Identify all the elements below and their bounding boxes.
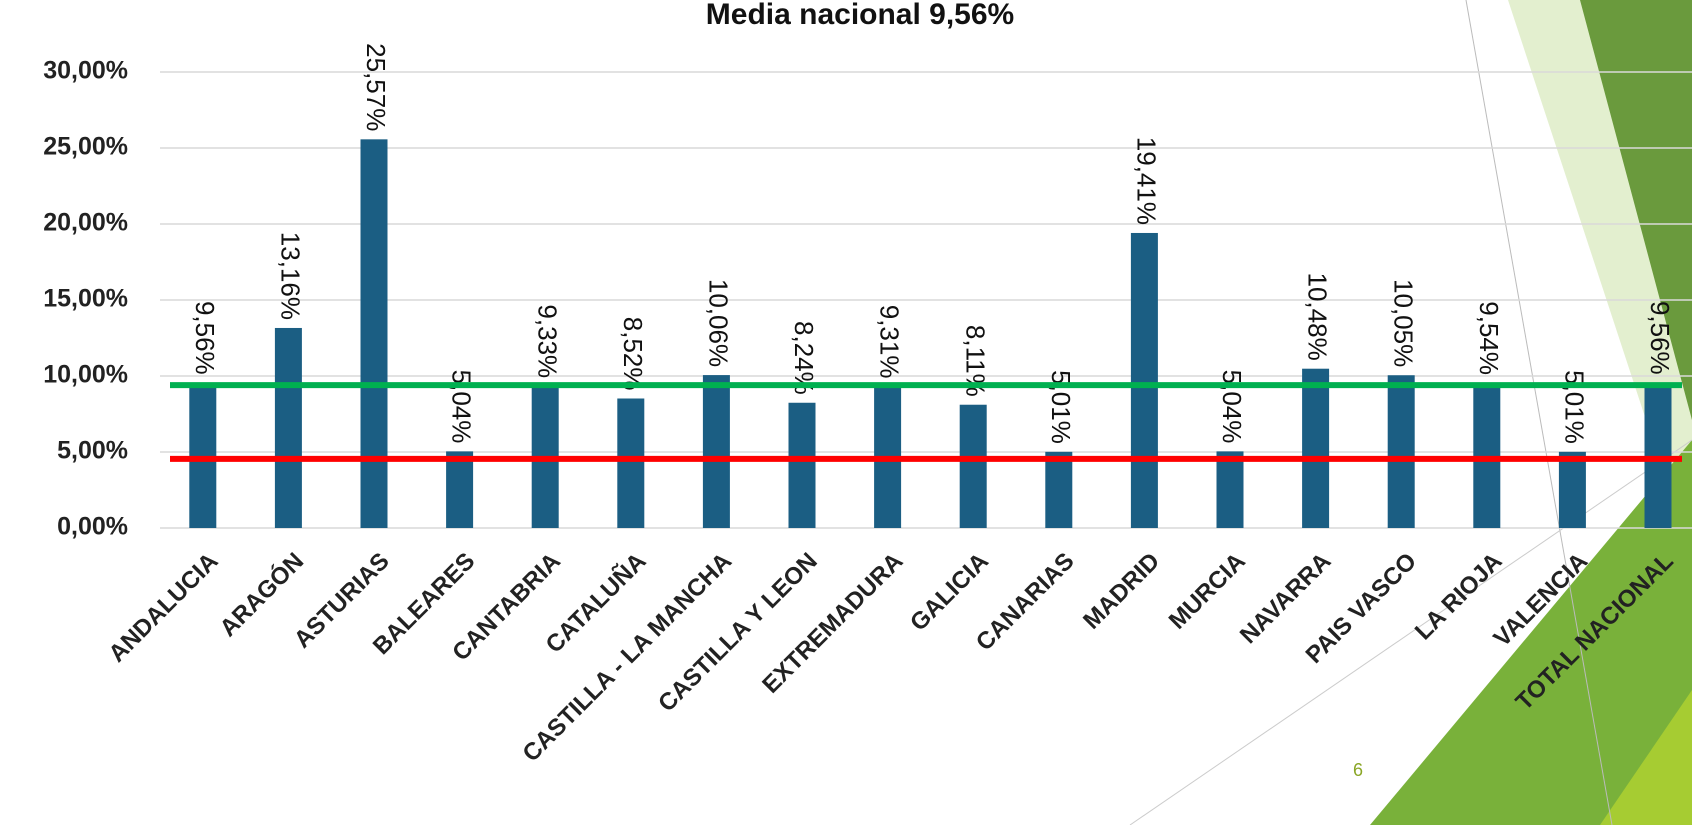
y-tick-label: 5,00% [57,437,128,465]
y-tick-label: 20,00% [43,209,128,237]
value-label: 13,16% [276,232,306,320]
decoration [1129,439,1692,825]
bar [1302,368,1330,528]
value-label: 8,52% [618,317,648,391]
bar [1558,451,1586,528]
x-tick-label: CASTILLA Y LEON [653,548,823,718]
value-label: 10,06% [704,279,734,367]
value-label: 9,54% [1474,301,1504,375]
decoration [1465,0,1613,825]
value-label: 9,56% [1645,301,1675,375]
decoration [1370,440,1692,825]
bar [1045,451,1073,528]
bar [1644,382,1672,528]
decoration [1580,0,1692,420]
y-tick-label: 25,00% [43,133,128,161]
value-label: 9,56% [190,301,220,375]
value-label: 10,05% [1388,279,1418,367]
value-label: 5,01% [1046,370,1076,444]
bar [1387,375,1415,528]
bar [1130,232,1158,528]
value-label: 25,57% [361,43,391,131]
value-label: 5,01% [1560,370,1590,444]
chart-title: Media nacional 9,56% [706,0,1014,31]
x-tick-label: GALICIA [905,548,994,637]
y-tick-label: 10,00% [43,361,128,389]
bar [1473,382,1501,528]
value-label: 5,04% [1217,370,1247,444]
y-tick-label: 15,00% [43,285,128,313]
value-label: 9,33% [532,304,562,378]
value-label: 5,04% [447,370,477,444]
bar [274,327,302,528]
bar [1216,451,1244,528]
x-tick-label: MADRID [1078,548,1165,635]
y-tick-label: 30,00% [43,57,128,85]
value-label: 19,41% [1132,137,1162,225]
bar [446,451,474,528]
value-label: 10,48% [1303,273,1333,361]
bar [788,402,816,528]
value-label: 9,31% [875,305,905,379]
bar [702,375,730,528]
bar [189,382,217,528]
x-tick-label: ANDALUCIA [104,548,224,668]
bar [360,139,388,528]
x-tick-label: MURCIA [1164,548,1251,635]
y-tick-label: 0,00% [57,513,128,541]
decoration [1600,690,1692,825]
bar [617,398,645,528]
bar [959,404,987,528]
page-number: 6 [1353,760,1363,780]
